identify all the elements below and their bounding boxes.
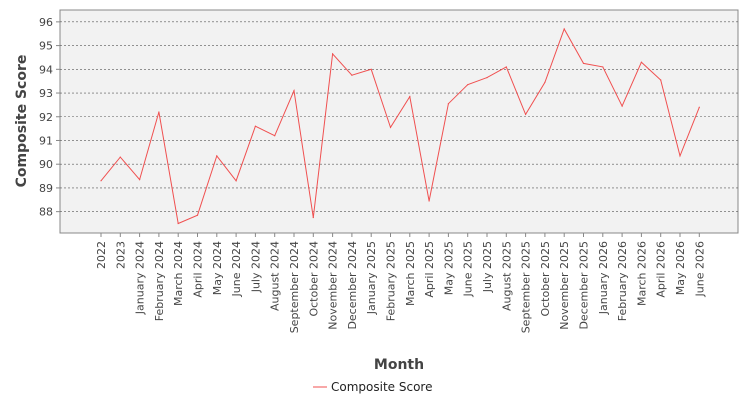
y-axis-ticks: 88 89 90 91 92 93 94 95 96 [39, 16, 60, 219]
y-tick-label: 93 [39, 87, 53, 100]
y-tick-label: 90 [39, 158, 53, 171]
data-point [409, 95, 411, 98]
x-axis-title: Month [374, 357, 424, 373]
data-point [139, 179, 141, 181]
data-point [274, 135, 276, 137]
x-tick-label: June 2024 [230, 241, 243, 297]
data-point [332, 53, 334, 55]
data-point [158, 111, 160, 113]
x-tick-label: September 2025 [520, 241, 533, 333]
x-tick-label: November 2024 [327, 241, 340, 330]
data-point [486, 77, 488, 79]
y-tick-label: 92 [39, 111, 53, 124]
data-point [119, 156, 121, 158]
x-tick-label: May 2026 [674, 241, 687, 295]
x-tick-label: October 2025 [539, 241, 552, 317]
data-point [235, 180, 237, 182]
x-tick-label: July 2024 [249, 241, 262, 293]
data-point [621, 105, 623, 107]
data-point [447, 103, 449, 105]
x-tick-label: February 2026 [616, 241, 629, 321]
data-point [177, 222, 179, 225]
x-tick-label: June 2026 [693, 241, 706, 297]
legend: Composite Score [313, 380, 432, 394]
y-tick-label: 96 [39, 16, 53, 29]
x-tick-label: January 2025 [365, 241, 378, 315]
legend-label: Composite Score [331, 380, 432, 394]
data-point [293, 90, 295, 92]
data-point [582, 62, 585, 64]
data-point [640, 61, 643, 63]
y-tick-label: 88 [39, 206, 53, 219]
x-tick-label: 2023 [114, 241, 127, 269]
data-point [312, 216, 314, 219]
data-point [254, 125, 256, 127]
gridlines [60, 21, 738, 212]
series-lines [100, 27, 700, 225]
data-point [544, 81, 546, 83]
data-point [196, 214, 199, 216]
plot-background [59, 9, 739, 234]
x-tick-label: January 2024 [134, 241, 147, 315]
x-tick-label: June 2025 [462, 241, 475, 297]
x-tick-label: December 2025 [578, 241, 591, 330]
x-tick-label: October 2024 [307, 241, 320, 317]
x-tick-label: February 2025 [385, 241, 398, 321]
x-tick-label: April 2024 [192, 241, 205, 298]
x-tick-label: November 2025 [558, 241, 571, 330]
x-tick-label: August 2025 [500, 241, 513, 311]
series-line-composite-score [100, 27, 700, 225]
y-tick-label: 95 [39, 40, 53, 53]
x-tick-label: 2022 [95, 241, 108, 269]
x-tick-label: February 2024 [153, 241, 166, 321]
x-tick-label: December 2024 [346, 241, 359, 330]
data-point [525, 113, 527, 115]
y-tick-label: 91 [39, 134, 53, 147]
data-point [563, 28, 565, 30]
y-tick-label: 94 [39, 63, 53, 76]
data-point [505, 66, 507, 68]
data-point [216, 155, 218, 157]
data-point [698, 106, 700, 108]
x-tick-label: September 2024 [288, 241, 301, 333]
data-point [351, 74, 353, 76]
data-point [100, 180, 102, 182]
x-tick-label: April 2025 [423, 241, 436, 298]
data-point [602, 66, 604, 68]
data-point [428, 200, 430, 202]
x-tick-label: May 2025 [442, 241, 455, 295]
x-tick-label: July 2025 [481, 241, 494, 293]
data-point [467, 84, 469, 86]
data-point [679, 155, 681, 157]
data-point [389, 126, 392, 129]
x-tick-label: August 2024 [269, 241, 282, 311]
x-axis-ticks: 2022 2023 January 2024 February 2024 March 2… [95, 233, 706, 333]
x-tick-label: January 2026 [597, 241, 610, 315]
x-tick-label: March 2026 [635, 241, 648, 306]
data-point [370, 68, 372, 70]
x-tick-label: March 2024 [172, 241, 185, 306]
x-tick-label: March 2025 [404, 241, 417, 306]
x-tick-label: April 2026 [655, 241, 668, 298]
x-tick-label: May 2024 [211, 241, 224, 295]
data-point [660, 79, 662, 81]
y-axis-title: Composite Score [14, 55, 30, 188]
y-tick-label: 89 [39, 182, 53, 195]
